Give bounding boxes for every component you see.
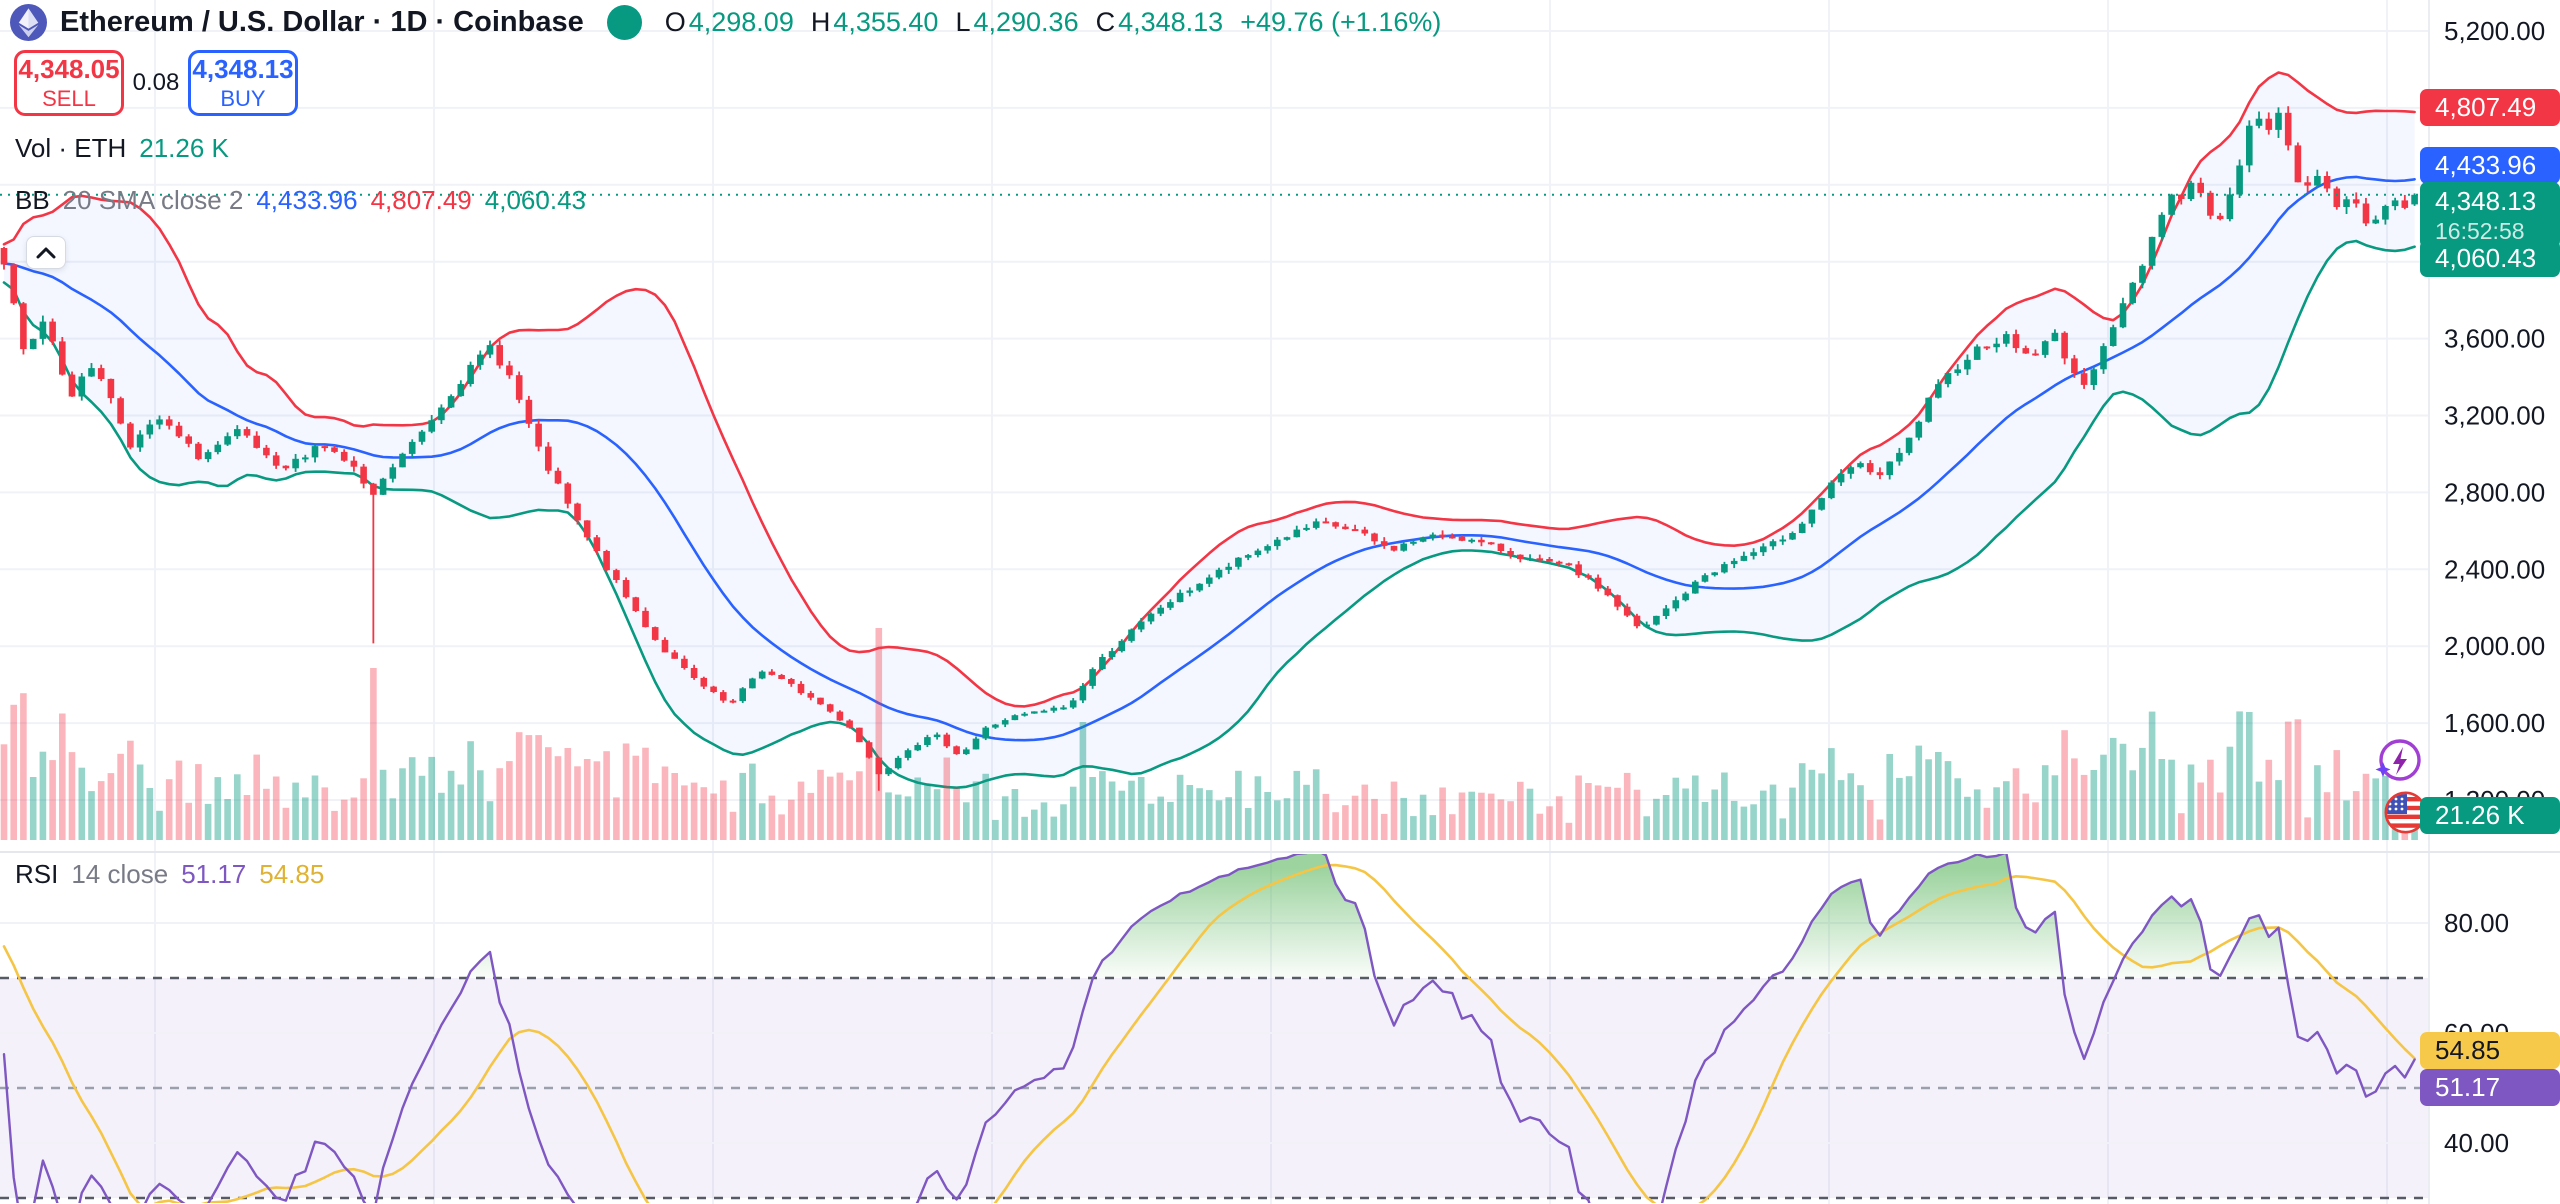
bb-upper-badge: 4,807.49: [2420, 88, 2560, 126]
rsi-plot: [2, 854, 2416, 1203]
bb-lower-value: 4,060.43: [484, 185, 586, 215]
rsi-badge: 51.17: [2420, 1068, 2560, 1106]
volume-legend-label: Vol · ETH: [15, 133, 127, 163]
symbol-title[interactable]: Ethereum / U.S. Dollar · 1D · Coinbase: [60, 5, 584, 38]
ethereum-logo-icon: [10, 3, 47, 41]
svg-text:3,600.00: 3,600.00: [2444, 324, 2545, 354]
svg-text:80.00: 80.00: [2444, 908, 2509, 938]
buy-price: 4,348.13: [192, 54, 294, 84]
svg-text:3,200.00: 3,200.00: [2444, 401, 2545, 431]
bb-basis-value: 4,433.96: [256, 185, 358, 215]
price-axis-labels: 5,200.00 3,600.00 3,200.00 2,800.00 2,400.00…: [2444, 16, 2545, 1158]
bb-legend-title: BB: [15, 185, 50, 215]
svg-text:5,200.00: 5,200.00: [2444, 16, 2545, 46]
volume-legend[interactable]: Vol · ETH 21.26 K: [15, 133, 229, 164]
sell-label: SELL: [42, 86, 96, 111]
us-flag-icon: [2382, 789, 2429, 836]
rsi-legend-params: 14 close: [71, 859, 169, 889]
bb-lower-badge: 4,060.43: [2420, 239, 2560, 277]
volume-legend-value: 21.26 K: [139, 133, 229, 163]
price-change: +49.76 (+1.16%): [1240, 6, 1442, 37]
svg-text:2,400.00: 2,400.00: [2444, 554, 2545, 584]
sell-price: 4,348.05: [18, 54, 120, 84]
svg-text:2,800.00: 2,800.00: [2444, 477, 2545, 507]
rsi-background: [0, 922, 2428, 1200]
ohlc-readout: O 4,298.09 H 4,355.40 L 4,290.36 C 4,348.13 …: [664, 6, 1442, 37]
candles: [0, 106, 2418, 791]
svg-text:40.00: 40.00: [2444, 1128, 2509, 1158]
rsi-ma-value: 54.85: [259, 859, 325, 889]
bb-legend[interactable]: BB 20 SMA close 2 4,433.96 4,807.49 4,06…: [15, 185, 586, 216]
volume-badge: 21.26 K: [2420, 796, 2560, 834]
rsi-legend-title: RSI: [15, 859, 59, 889]
rsi-legend[interactable]: RSI 14 close 51.17 54.85: [15, 859, 324, 890]
spread-value: 0.08: [132, 69, 180, 96]
bb-legend-params: 20 SMA close 2: [62, 185, 244, 215]
market-status-icon[interactable]: [606, 4, 642, 40]
rsi-ma-badge: 54.85: [2420, 1031, 2560, 1069]
bb-upper-value: 4,807.49: [370, 185, 472, 215]
volume-bars: [0, 628, 2418, 840]
svg-text:1,600.00: 1,600.00: [2444, 708, 2545, 738]
trade-buttons: 4,348.05 SELL 0.08 4,348.13 BUY: [14, 50, 298, 116]
chevron-up-icon: [36, 247, 56, 258]
bb-basis-badge: 4,433.96: [2420, 146, 2560, 184]
last-price-badge: 4,348.13 16:52:58: [2420, 182, 2560, 248]
symbol-header: Ethereum / U.S. Dollar · 1D · Coinbase O…: [10, 2, 1441, 42]
collapse-legend-button[interactable]: [26, 236, 66, 269]
rsi-value: 51.17: [181, 859, 247, 889]
buy-button[interactable]: 4,348.13 BUY: [188, 50, 298, 116]
sell-button[interactable]: 4,348.05 SELL: [14, 50, 124, 116]
buy-label: BUY: [220, 86, 266, 111]
countdown-timer: 16:52:58: [2435, 217, 2525, 244]
svg-text:2,000.00: 2,000.00: [2444, 631, 2545, 661]
gridlines: [0, 0, 2428, 1204]
boost-icon[interactable]: [2374, 736, 2424, 786]
price-axis[interactable]: [2429, 0, 2560, 852]
rsi-axis[interactable]: [2429, 854, 2560, 1204]
